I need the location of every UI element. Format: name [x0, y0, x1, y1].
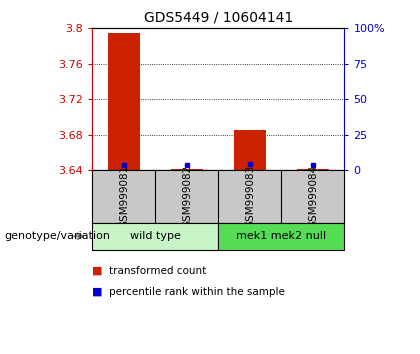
Text: ■: ■	[92, 287, 103, 297]
Bar	[108, 33, 139, 170]
Bar	[92, 223, 218, 250]
Text: percentile rank within the sample: percentile rank within the sample	[109, 287, 285, 297]
Text: GSM999081: GSM999081	[119, 165, 129, 228]
Text: wild type: wild type	[130, 231, 181, 241]
Text: transformed count: transformed count	[109, 266, 207, 276]
Bar	[171, 169, 203, 170]
Bar	[297, 169, 329, 170]
Text: GDS5449 / 10604141: GDS5449 / 10604141	[144, 11, 293, 25]
Text: GSM999084: GSM999084	[308, 165, 318, 228]
Text: GSM999083: GSM999083	[245, 165, 255, 228]
Bar	[218, 223, 344, 250]
Text: mek1 mek2 null: mek1 mek2 null	[236, 231, 326, 241]
Text: ■: ■	[92, 266, 103, 276]
Bar	[234, 130, 266, 170]
Text: GSM999082: GSM999082	[182, 165, 192, 228]
Text: genotype/variation: genotype/variation	[4, 231, 110, 241]
